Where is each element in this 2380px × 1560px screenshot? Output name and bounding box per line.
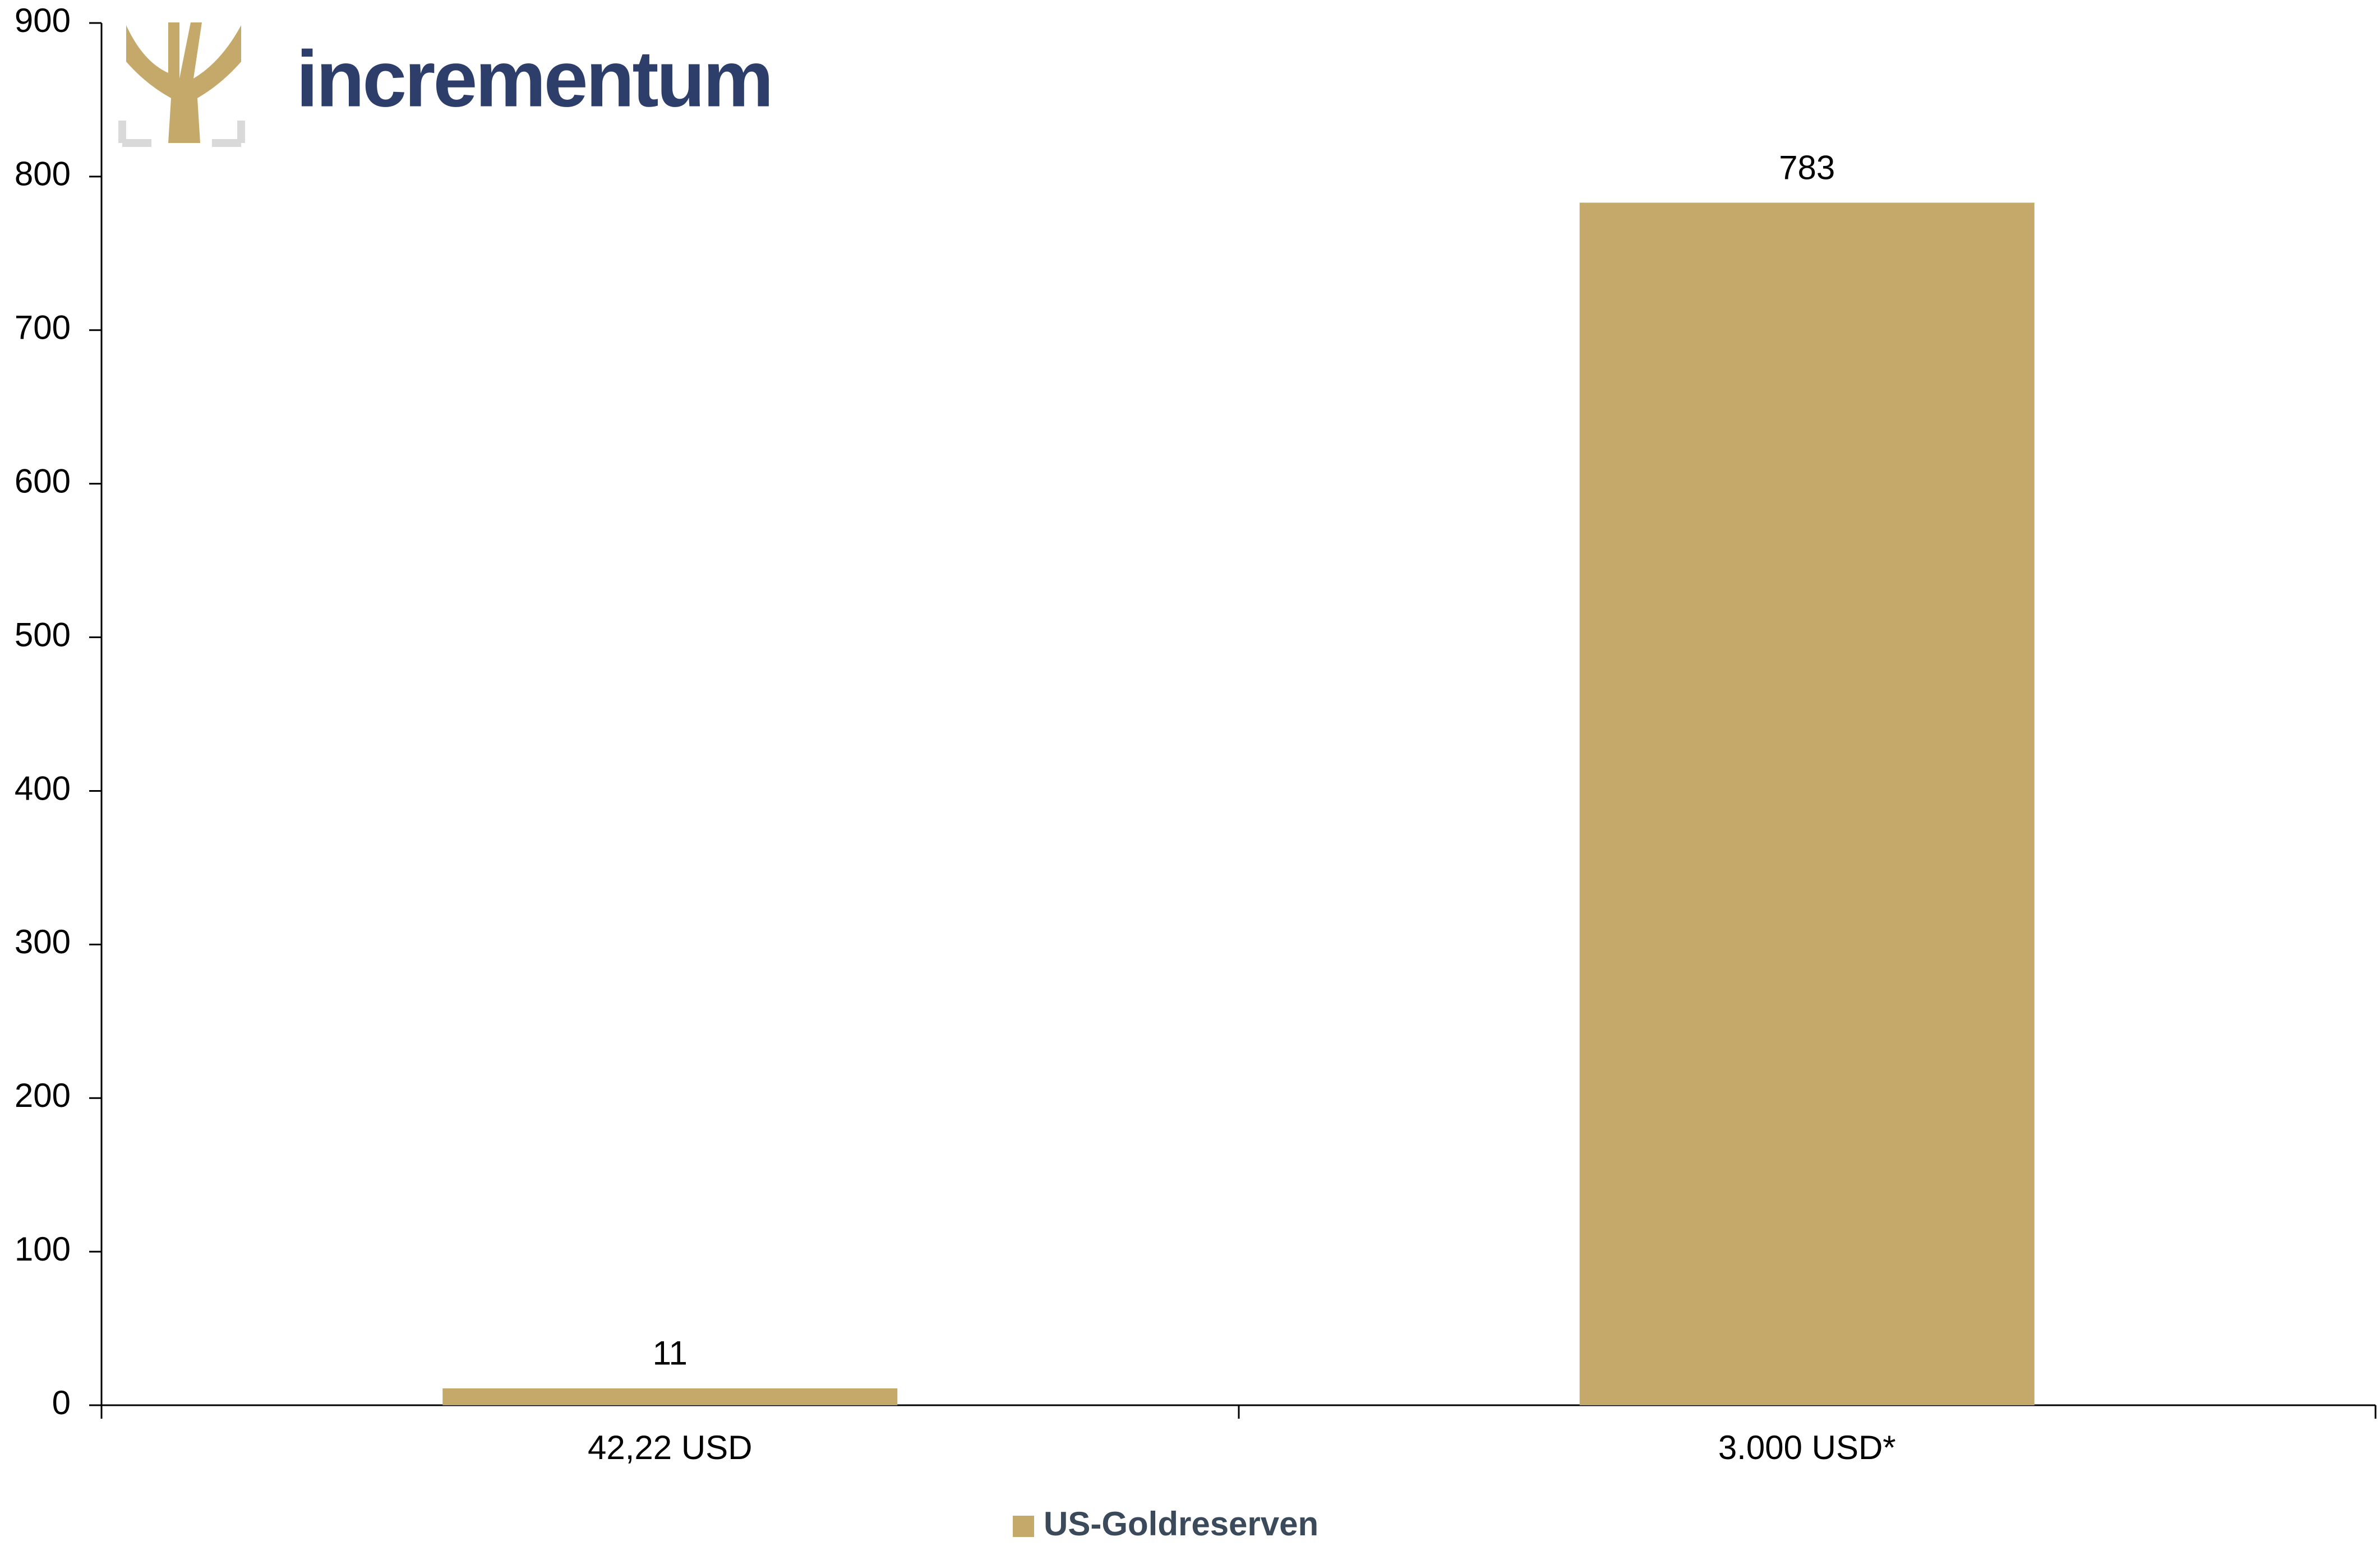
y-tick-label: 300 — [15, 923, 71, 961]
logo-frame — [118, 121, 245, 147]
logo-tree — [126, 22, 241, 143]
y-tick-label: 900 — [15, 2, 71, 39]
legend-label: US-Goldreserven — [1044, 1505, 1318, 1543]
bar — [1579, 202, 2035, 1406]
bar — [442, 1388, 898, 1405]
y-tick-label: 100 — [15, 1230, 71, 1268]
y-tick-label: 500 — [15, 616, 71, 653]
y-tick-label: 600 — [15, 463, 71, 500]
y-tick-label: 0 — [52, 1384, 71, 1421]
y-tick-label: 700 — [15, 309, 71, 347]
logo: incrementum — [118, 22, 774, 147]
data-label: 783 — [1779, 149, 1835, 186]
legend-swatch — [1013, 1516, 1034, 1537]
x-tick-label: 42,22 USD — [588, 1429, 753, 1466]
x-tick-label: 3.000 USD* — [1718, 1429, 1896, 1466]
y-tick-label: 400 — [15, 769, 71, 807]
y-tick-label: 200 — [15, 1077, 71, 1114]
data-label: 11 — [653, 1335, 688, 1372]
brand-name: incrementum — [296, 35, 772, 124]
y-tick-label: 800 — [15, 155, 71, 193]
